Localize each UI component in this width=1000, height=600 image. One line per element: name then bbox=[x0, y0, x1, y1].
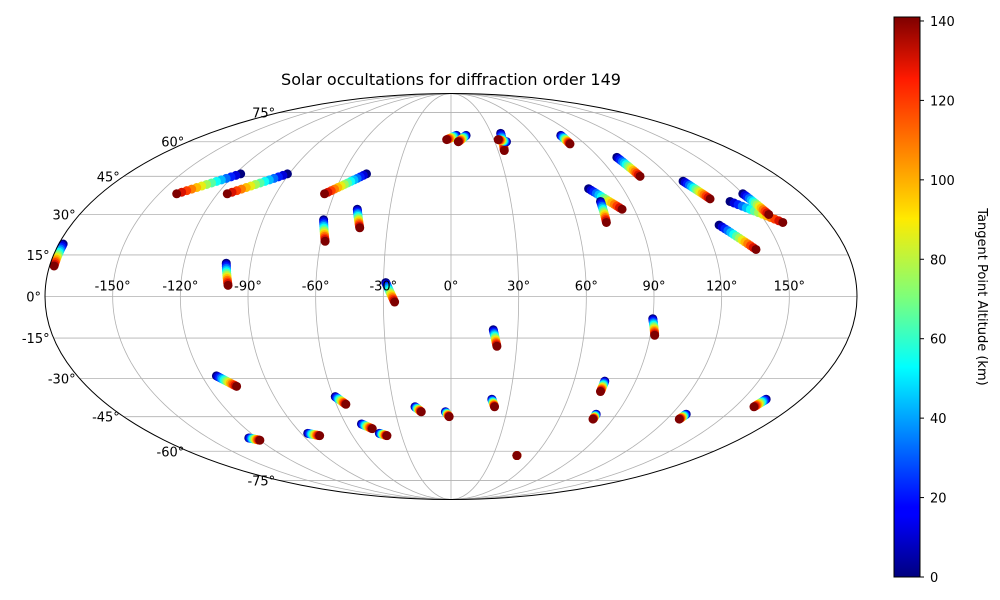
colorbar-tick-label: 0 bbox=[930, 571, 938, 586]
occultation-points bbox=[49, 128, 788, 461]
latitude-tick-label: -45° bbox=[92, 411, 120, 426]
longitude-tick-label: -150° bbox=[95, 280, 131, 295]
colorbar-tick-label: 60 bbox=[930, 333, 947, 348]
occultation-point bbox=[255, 435, 265, 445]
occultation-point bbox=[320, 236, 330, 246]
longitude-tick-label: 120° bbox=[706, 280, 737, 295]
longitude-tick-label: -90° bbox=[234, 280, 262, 295]
longitude-tick-label: 60° bbox=[575, 280, 598, 295]
longitude-tick-label: -30° bbox=[369, 280, 397, 295]
occultation-point bbox=[617, 204, 627, 214]
latitude-tick-label: 0° bbox=[26, 291, 41, 306]
occultation-point bbox=[674, 414, 684, 424]
occultation-point bbox=[172, 189, 182, 199]
occultation-point bbox=[565, 139, 575, 149]
longitude-tick-label: 150° bbox=[774, 280, 805, 295]
latitude-tick-label: 60° bbox=[161, 136, 184, 151]
latitude-tick-label: -15° bbox=[22, 332, 50, 347]
occultation-point bbox=[223, 280, 233, 290]
occultation-point bbox=[416, 407, 426, 417]
colorbar-tick-label: 120 bbox=[930, 94, 955, 109]
occultation-point bbox=[749, 402, 759, 412]
longitude-tick-label: 30° bbox=[507, 280, 530, 295]
occultation-point bbox=[499, 146, 509, 156]
colorbar-gradient bbox=[893, 16, 921, 578]
colorbar-tick-label: 40 bbox=[930, 412, 947, 427]
occultation-point bbox=[232, 381, 242, 391]
colorbar-label: Tangent Point Altitude (km) bbox=[974, 207, 989, 385]
occultation-point bbox=[493, 135, 503, 145]
colorbar-tick-label: 20 bbox=[930, 492, 947, 507]
occultation-point bbox=[453, 137, 463, 147]
occultation-point bbox=[635, 171, 645, 181]
colorbar-tick-label: 80 bbox=[930, 253, 947, 268]
occultation-point bbox=[315, 431, 325, 441]
occultation-point bbox=[588, 414, 598, 424]
occultation-point bbox=[367, 424, 377, 434]
occultation-point bbox=[222, 189, 232, 199]
latitude-tick-label: -60° bbox=[157, 445, 185, 460]
occultation-point bbox=[751, 244, 761, 254]
longitude-tick-label: -60° bbox=[302, 280, 330, 295]
occultation-point bbox=[705, 194, 715, 204]
occultation-point bbox=[341, 399, 351, 409]
occultation-point bbox=[650, 330, 660, 340]
occultation-point bbox=[390, 297, 400, 307]
latitude-tick-labels: -75° -60° -45° -30° -15° 0° 15° 30° 45° 60° 75° bbox=[22, 107, 275, 490]
latitude-tick-label: 75° bbox=[252, 107, 275, 122]
latitude-tick-label: -75° bbox=[247, 474, 275, 489]
colorbar-ticks: 0 20 40 60 80 100 120 140 bbox=[920, 15, 955, 586]
longitude-tick-labels: -150° -120° -90° -60° -30° 0° 30° 60° 90° 120° 150… bbox=[95, 280, 805, 295]
occultation-point bbox=[442, 135, 452, 145]
occultation-point bbox=[49, 261, 59, 271]
latitude-tick-label: 30° bbox=[53, 208, 76, 223]
chart-title: Solar occultations for diffraction order… bbox=[281, 70, 621, 89]
latitude-tick-label: -30° bbox=[48, 373, 76, 388]
colorbar: 0 20 40 60 80 100 120 140 Tangent Point Altitud… bbox=[893, 15, 989, 586]
longitude-tick-label: 0° bbox=[444, 280, 459, 295]
occultation-point bbox=[355, 223, 365, 233]
latitude-tick-label: 15° bbox=[27, 249, 50, 264]
occultation-point bbox=[490, 402, 500, 412]
occultation-point bbox=[595, 387, 605, 397]
colorbar-tick-label: 140 bbox=[930, 15, 955, 30]
occultation-point bbox=[382, 431, 392, 441]
colorbar-tick-label: 100 bbox=[930, 174, 955, 189]
graticule bbox=[45, 93, 857, 500]
occultation-point bbox=[601, 217, 611, 227]
occultation-point bbox=[320, 189, 330, 199]
occultation-point bbox=[444, 412, 454, 422]
latitude-tick-label: 45° bbox=[97, 170, 120, 185]
map-boundary bbox=[44, 93, 858, 500]
occultation-point bbox=[492, 341, 502, 351]
longitude-tick-label: -120° bbox=[162, 280, 198, 295]
occultation-point bbox=[512, 451, 522, 461]
occultation-point bbox=[778, 217, 788, 227]
occultation-point bbox=[764, 209, 774, 219]
longitude-tick-label: 90° bbox=[642, 280, 665, 295]
